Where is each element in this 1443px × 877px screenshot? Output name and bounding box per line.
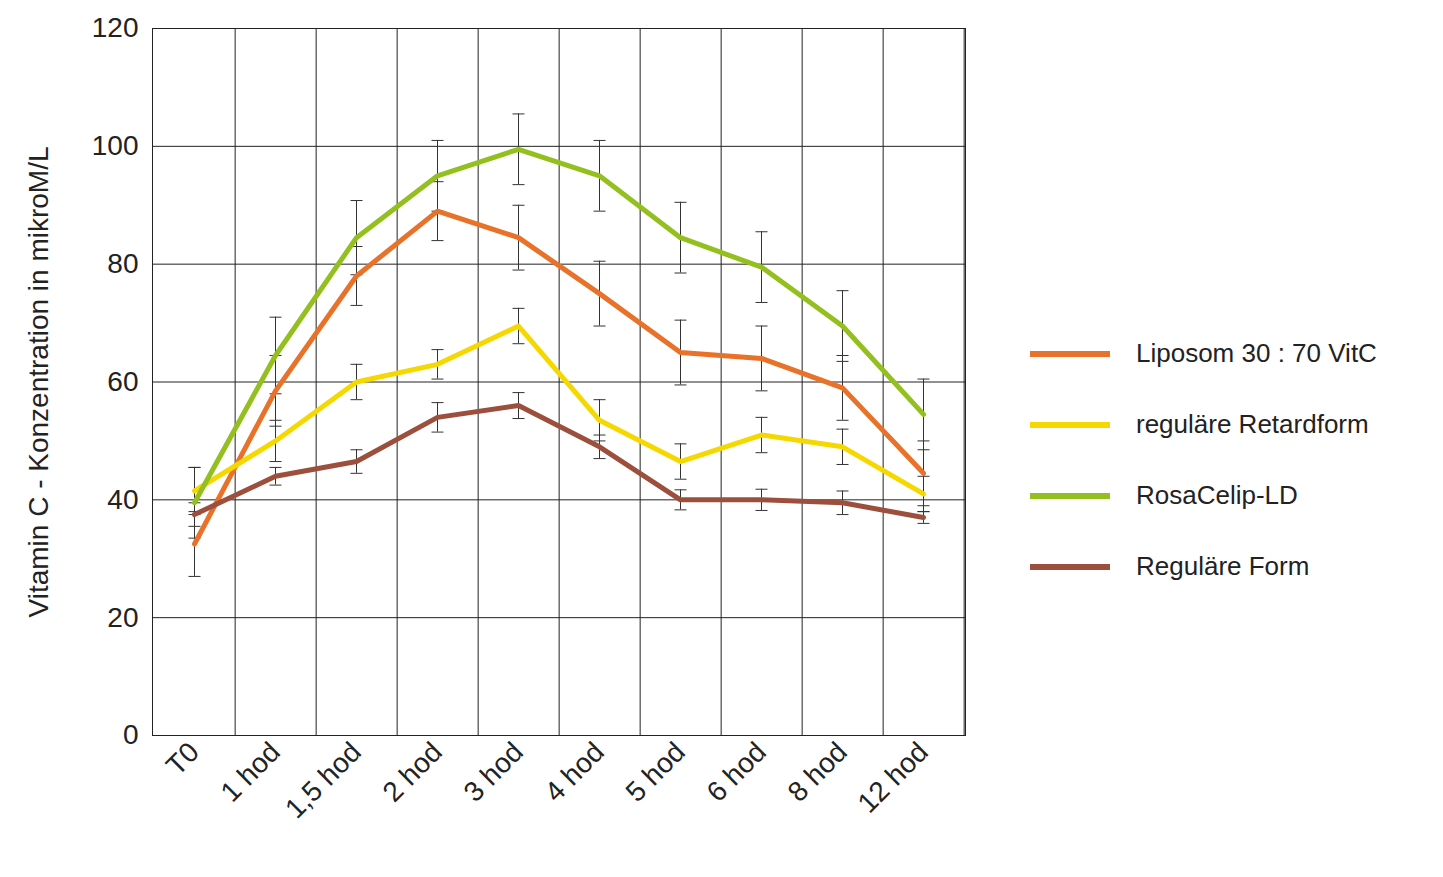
html-text:Reguläre Form: Reguläre Form	[1136, 551, 1310, 581]
svg-text:60: 60	[107, 366, 138, 397]
svg-text:5 hod: 5 hod	[620, 736, 691, 807]
svg-text:12 hod: 12 hod	[852, 736, 934, 818]
svg-text:4 hod: 4 hod	[539, 736, 610, 807]
html-text:Liposom 30 : 70 VitC: Liposom 30 : 70 VitC	[1136, 338, 1377, 368]
svg-text:T0: T0	[160, 736, 205, 781]
html-text:RosaCelip-LD: RosaCelip-LD	[1136, 480, 1298, 510]
svg-text:6 hod: 6 hod	[701, 736, 772, 807]
svg-text:120: 120	[92, 12, 139, 43]
svg-text:1 hod: 1 hod	[215, 736, 286, 807]
svg-text:3 hod: 3 hod	[458, 736, 529, 807]
svg-text:100: 100	[92, 130, 139, 161]
html-text:reguläre Retardform: reguläre Retardform	[1136, 409, 1369, 439]
svg-text:Vitamin C - Konzentration in m: Vitamin C - Konzentration in mikroM/L	[23, 147, 54, 618]
svg-text:0: 0	[123, 719, 139, 750]
svg-text:80: 80	[107, 248, 138, 279]
svg-text:40: 40	[107, 484, 138, 515]
svg-text:1,5 hod: 1,5 hod	[279, 736, 367, 824]
svg-text:8 hod: 8 hod	[782, 736, 853, 807]
svg-text:2 hod: 2 hod	[377, 736, 448, 807]
svg-text:20: 20	[107, 602, 138, 633]
